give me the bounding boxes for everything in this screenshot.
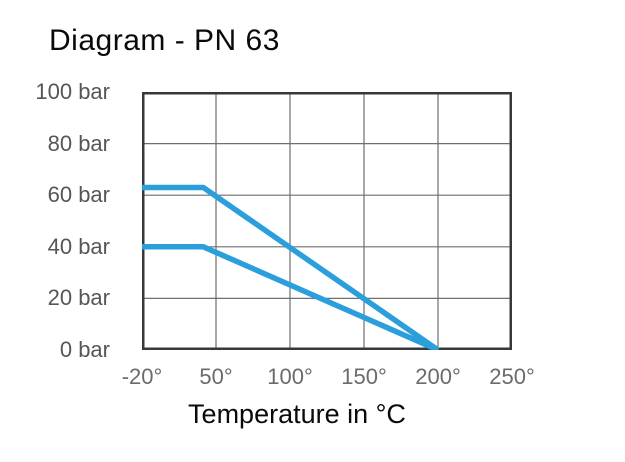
plot-border [142,92,512,350]
x-tick-label: 50° [199,364,233,389]
y-tick-label: 80 bar [47,130,110,156]
lower-pressure-limit-curve [142,244,440,350]
upper-pressure-limit-curve [142,184,440,350]
y-tick-label: 60 bar [47,182,110,208]
chart-title: Diagram - PN 63 [49,24,280,57]
y-tick-label: 0 bar [59,337,110,362]
y-tick-label: 100 bar [35,79,110,104]
y-tick-label: 40 bar [47,233,110,259]
x-tick-label: 150° [341,364,387,389]
x-axis-title: Temperature in °C [188,399,406,429]
x-tick-label: -20° [121,364,163,389]
x-tick-label: 200° [415,364,461,389]
x-tick-label: 250° [489,364,535,389]
y-tick-label: 20 bar [47,285,110,311]
x-tick-label: 100° [267,364,313,389]
plot-area [142,92,512,350]
